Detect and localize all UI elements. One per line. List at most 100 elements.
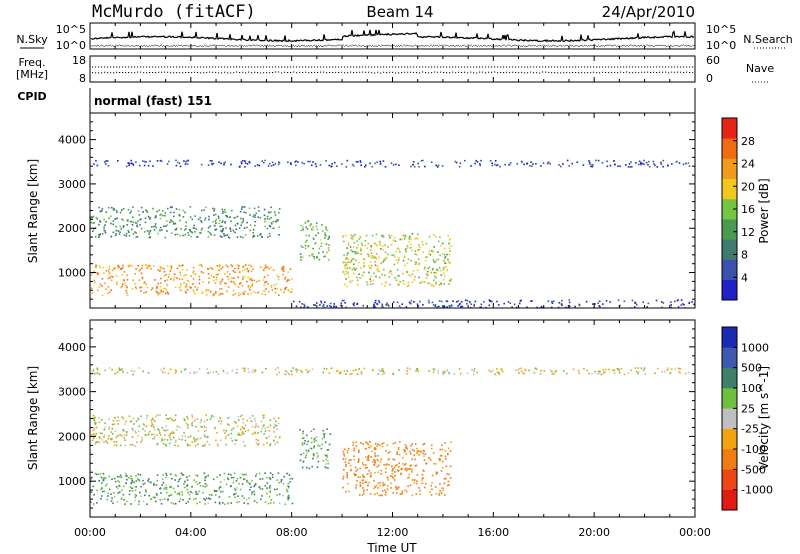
power-echo bbox=[217, 273, 219, 276]
power-echo bbox=[311, 164, 313, 166]
power-echo bbox=[135, 236, 138, 238]
velocity-echo bbox=[393, 479, 396, 481]
velocity-echo bbox=[342, 458, 344, 460]
velocity-echo bbox=[414, 479, 416, 481]
power-echo bbox=[357, 161, 359, 163]
velocity-echo bbox=[315, 439, 317, 442]
power-echo bbox=[267, 236, 269, 238]
power-echo bbox=[160, 291, 163, 293]
velocity-echo bbox=[301, 442, 304, 444]
velocity-echo bbox=[385, 450, 387, 452]
velocity-echo bbox=[111, 497, 113, 500]
power-echo bbox=[110, 279, 113, 282]
velocity-echo bbox=[117, 487, 119, 490]
velocity-echo bbox=[321, 443, 323, 446]
velocity-echo bbox=[355, 470, 357, 472]
velocity-echo bbox=[251, 433, 254, 436]
velocity-echo bbox=[409, 468, 411, 470]
power-echo bbox=[264, 264, 267, 267]
power-echo bbox=[205, 289, 208, 291]
velocity-echo bbox=[205, 426, 207, 429]
velocity-echo bbox=[194, 445, 197, 447]
velocity-echo bbox=[226, 477, 229, 480]
power-colorbar-swatch bbox=[722, 198, 737, 220]
velocity-echo bbox=[416, 450, 419, 453]
velocity-echo bbox=[348, 459, 351, 461]
power-echo bbox=[220, 268, 222, 270]
power-echo bbox=[460, 305, 462, 308]
velocity-echo bbox=[117, 480, 119, 482]
velocity-echo bbox=[381, 442, 383, 445]
power-colorbar-swatch bbox=[722, 158, 737, 179]
velocity-echo bbox=[180, 472, 183, 475]
velocity-echo bbox=[302, 460, 305, 463]
power-echo bbox=[384, 251, 387, 254]
velocity-echo bbox=[276, 428, 278, 430]
power-echo bbox=[249, 224, 252, 226]
power-colorbar-swatch bbox=[722, 138, 737, 159]
velocity-echo bbox=[643, 368, 646, 370]
power-echo bbox=[181, 264, 184, 266]
velocity-echo bbox=[196, 418, 199, 420]
velocity-echo bbox=[373, 448, 376, 450]
power-echo bbox=[92, 230, 94, 232]
power-echo bbox=[235, 228, 238, 230]
power-echo bbox=[219, 219, 221, 222]
velocity-echo bbox=[100, 495, 103, 497]
velocity-echo bbox=[269, 502, 272, 504]
power-echo bbox=[343, 273, 346, 276]
power-echo bbox=[116, 211, 118, 213]
power-echo bbox=[121, 285, 123, 288]
velocity-echo bbox=[124, 503, 126, 505]
velocity-echo bbox=[274, 488, 276, 491]
power-echo bbox=[325, 160, 327, 162]
velocity-echo bbox=[101, 490, 104, 493]
velocity-echo bbox=[259, 478, 261, 480]
velocity-echo bbox=[264, 472, 266, 474]
velocity-echo bbox=[269, 424, 272, 427]
velocity-echo bbox=[415, 493, 418, 495]
velocity-echo bbox=[356, 468, 359, 471]
velocity-echo bbox=[154, 496, 156, 499]
power-echo bbox=[159, 291, 162, 294]
velocity-echo bbox=[191, 485, 193, 488]
power-echo bbox=[145, 264, 147, 266]
power-echo bbox=[205, 294, 208, 296]
power-echo bbox=[135, 222, 137, 224]
power-echo bbox=[224, 208, 226, 211]
power-echo bbox=[210, 267, 213, 269]
power-echo bbox=[136, 223, 138, 225]
velocity-echo bbox=[147, 432, 150, 435]
velocity-echo bbox=[361, 479, 364, 482]
velocity-echo bbox=[193, 372, 195, 375]
velocity-echo bbox=[217, 373, 220, 375]
power-echo bbox=[246, 268, 249, 270]
power-echo bbox=[108, 272, 111, 274]
power-echo bbox=[446, 306, 448, 308]
velocity-echo bbox=[245, 498, 248, 501]
velocity-echo bbox=[266, 482, 269, 484]
velocity-echo bbox=[126, 372, 129, 374]
power-echo bbox=[173, 211, 175, 214]
nave-label: Nave bbox=[746, 62, 774, 75]
power-echo bbox=[101, 210, 103, 212]
velocity-echo bbox=[363, 367, 366, 370]
velocity-echo bbox=[335, 370, 338, 373]
power-echo bbox=[473, 305, 475, 307]
power-echo bbox=[416, 237, 419, 240]
power-echo bbox=[449, 280, 452, 282]
velocity-echo bbox=[167, 372, 170, 375]
power-echo bbox=[352, 235, 355, 237]
velocity-echo bbox=[394, 475, 396, 477]
velocity-echo bbox=[384, 471, 387, 473]
power-echo bbox=[417, 305, 420, 307]
velocity-echo bbox=[208, 494, 211, 496]
power-echo bbox=[166, 279, 169, 281]
power-echo bbox=[147, 215, 150, 218]
velocity-echo bbox=[224, 437, 227, 440]
power-echo bbox=[349, 246, 352, 248]
power-echo bbox=[333, 161, 336, 164]
power-echo bbox=[96, 218, 99, 220]
velocity-echo bbox=[671, 368, 673, 370]
power-echo bbox=[222, 220, 224, 222]
